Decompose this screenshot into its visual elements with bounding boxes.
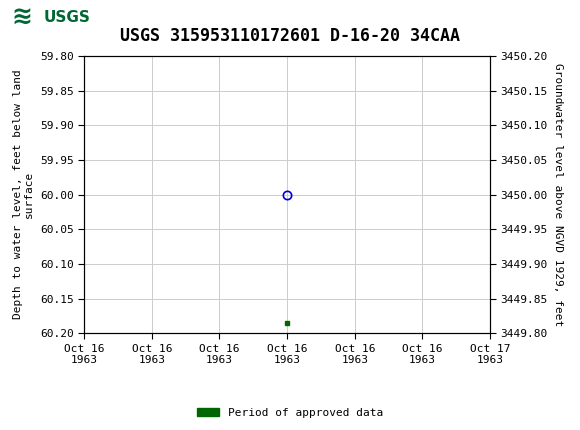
Text: ≋: ≋ xyxy=(12,6,32,30)
Legend: Period of approved data: Period of approved data xyxy=(193,403,387,422)
Y-axis label: Groundwater level above NGVD 1929, feet: Groundwater level above NGVD 1929, feet xyxy=(553,63,563,326)
FancyBboxPatch shape xyxy=(6,3,81,32)
Text: USGS 315953110172601 D-16-20 34CAA: USGS 315953110172601 D-16-20 34CAA xyxy=(120,27,460,45)
Y-axis label: Depth to water level, feet below land
surface: Depth to water level, feet below land su… xyxy=(13,70,34,319)
Text: USGS: USGS xyxy=(44,10,90,25)
